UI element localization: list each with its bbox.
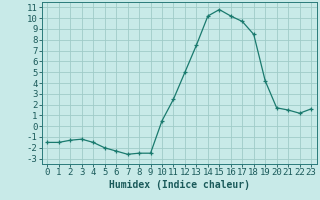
X-axis label: Humidex (Indice chaleur): Humidex (Indice chaleur) [109, 180, 250, 190]
